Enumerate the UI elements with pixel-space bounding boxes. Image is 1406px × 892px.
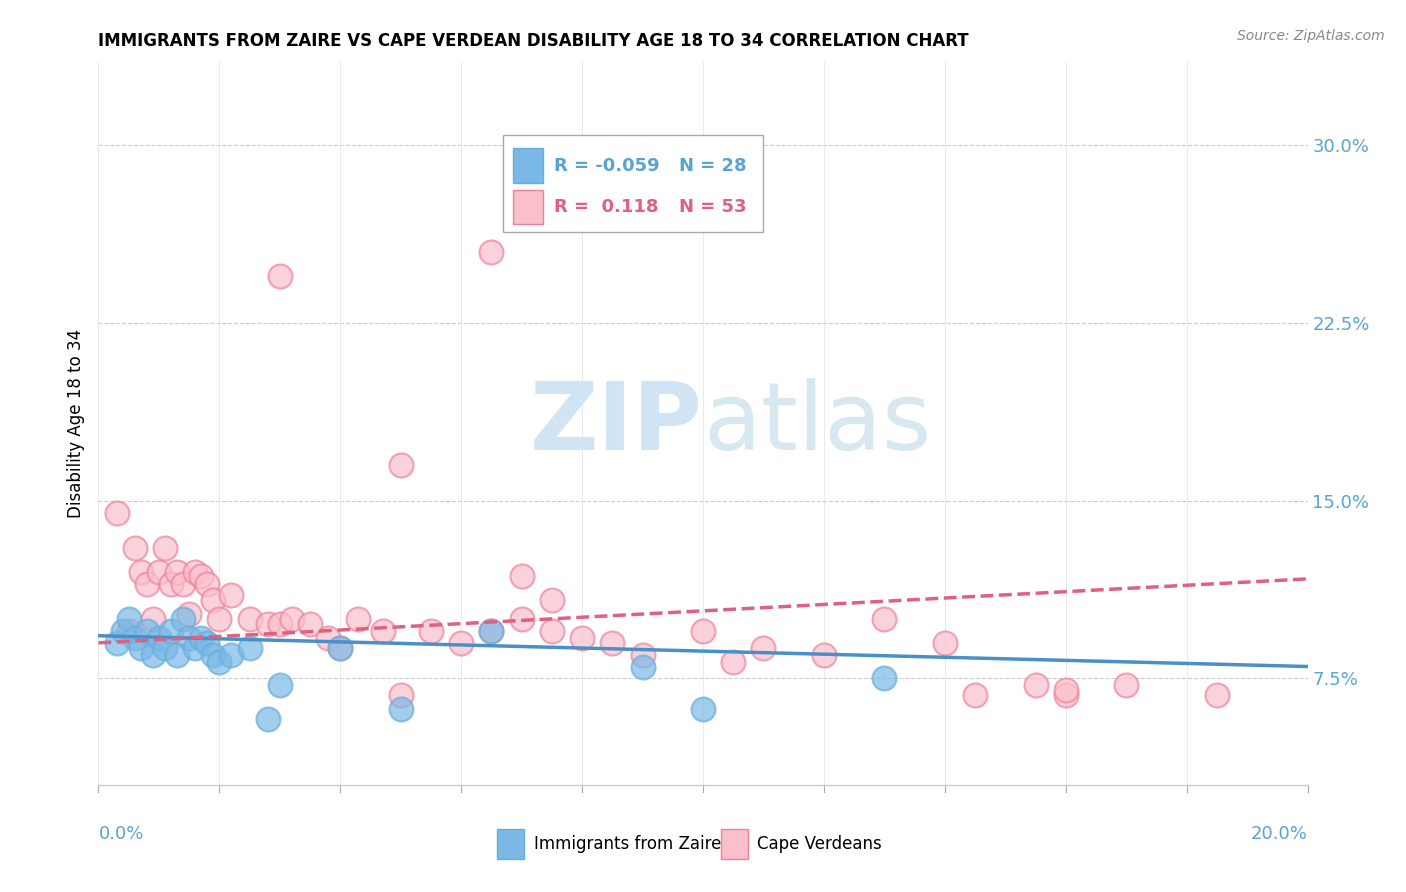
Point xyxy=(184,640,207,655)
Point xyxy=(389,688,412,702)
Point xyxy=(316,631,339,645)
Text: R =  0.118: R = 0.118 xyxy=(554,198,659,216)
Text: IMMIGRANTS FROM ZAIRE VS CAPE VERDEAN DISABILITY AGE 18 TO 34 CORRELATION CHART: IMMIGRANTS FROM ZAIRE VS CAPE VERDEAN DI… xyxy=(98,32,969,50)
Point xyxy=(148,565,170,579)
Point xyxy=(389,702,412,716)
FancyBboxPatch shape xyxy=(498,829,524,859)
Point xyxy=(135,576,157,591)
Point xyxy=(481,624,503,638)
Point xyxy=(153,541,176,555)
Point xyxy=(105,506,128,520)
Point xyxy=(1206,688,1229,702)
Point xyxy=(142,648,165,662)
Point xyxy=(752,640,775,655)
Text: Cape Verdeans: Cape Verdeans xyxy=(758,835,882,854)
Point xyxy=(179,607,201,622)
Y-axis label: Disability Age 18 to 34: Disability Age 18 to 34 xyxy=(66,329,84,518)
Point xyxy=(420,624,443,638)
Point xyxy=(166,648,188,662)
Text: 20.0%: 20.0% xyxy=(1251,825,1308,843)
Point xyxy=(256,712,278,726)
FancyBboxPatch shape xyxy=(503,135,763,232)
Point xyxy=(481,244,503,259)
Point xyxy=(111,624,134,638)
Point xyxy=(256,616,278,631)
Point xyxy=(160,624,183,638)
Text: Immigrants from Zaire: Immigrants from Zaire xyxy=(534,835,721,854)
Point xyxy=(208,612,231,626)
Point xyxy=(299,616,322,631)
Point xyxy=(135,624,157,638)
Point xyxy=(195,576,218,591)
Text: Source: ZipAtlas.com: Source: ZipAtlas.com xyxy=(1237,29,1385,43)
Text: N = 28: N = 28 xyxy=(679,157,747,175)
Point xyxy=(602,636,624,650)
Point xyxy=(813,648,835,662)
Point xyxy=(481,624,503,638)
Point xyxy=(184,565,207,579)
Point xyxy=(221,648,243,662)
Point xyxy=(1024,678,1046,692)
Point xyxy=(190,569,212,583)
FancyBboxPatch shape xyxy=(721,829,748,859)
Point xyxy=(389,458,412,472)
Point xyxy=(124,541,146,555)
Point xyxy=(329,640,352,655)
Point xyxy=(269,616,291,631)
FancyBboxPatch shape xyxy=(513,148,543,183)
Point xyxy=(202,593,225,607)
Point xyxy=(723,655,745,669)
Point xyxy=(540,593,562,607)
Point xyxy=(179,631,201,645)
Point xyxy=(160,576,183,591)
Point xyxy=(281,612,304,626)
Point xyxy=(239,640,262,655)
Point xyxy=(1115,678,1137,692)
Point xyxy=(195,636,218,650)
Point xyxy=(148,631,170,645)
Text: R = -0.059: R = -0.059 xyxy=(554,157,659,175)
Point xyxy=(269,678,291,692)
Point xyxy=(153,640,176,655)
Point xyxy=(118,624,141,638)
Point xyxy=(190,631,212,645)
Text: 0.0%: 0.0% xyxy=(98,825,143,843)
Point xyxy=(692,702,714,716)
Text: atlas: atlas xyxy=(703,377,931,470)
Point xyxy=(142,612,165,626)
Point xyxy=(510,612,533,626)
Point xyxy=(1054,683,1077,698)
Point xyxy=(540,624,562,638)
Point xyxy=(631,659,654,673)
Point xyxy=(208,655,231,669)
Point xyxy=(239,612,262,626)
Point xyxy=(202,648,225,662)
Point xyxy=(129,565,152,579)
Point xyxy=(221,589,243,603)
Point xyxy=(873,612,896,626)
FancyBboxPatch shape xyxy=(513,190,543,224)
Point xyxy=(371,624,394,638)
Point xyxy=(1054,688,1077,702)
Point xyxy=(166,565,188,579)
Point xyxy=(269,268,291,283)
Point xyxy=(118,612,141,626)
Text: N = 53: N = 53 xyxy=(679,198,747,216)
Point xyxy=(631,648,654,662)
Point xyxy=(347,612,370,626)
Point xyxy=(692,624,714,638)
Point xyxy=(934,636,956,650)
Point xyxy=(571,631,593,645)
Point xyxy=(129,640,152,655)
Point xyxy=(965,688,987,702)
Text: ZIP: ZIP xyxy=(530,377,703,470)
Point xyxy=(172,576,194,591)
Point xyxy=(172,612,194,626)
Point xyxy=(873,671,896,685)
Point xyxy=(510,569,533,583)
Point xyxy=(124,631,146,645)
Point xyxy=(450,636,472,650)
Point xyxy=(105,636,128,650)
Point xyxy=(329,640,352,655)
